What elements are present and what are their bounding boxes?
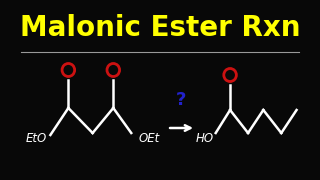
Text: ?: ? [175, 91, 186, 109]
Text: HO: HO [196, 132, 214, 145]
Text: EtO: EtO [25, 132, 47, 145]
Text: Malonic Ester Rxn: Malonic Ester Rxn [20, 14, 300, 42]
Text: OEt: OEt [139, 132, 160, 145]
